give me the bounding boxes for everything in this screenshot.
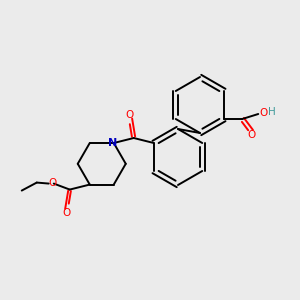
Text: N: N [108, 138, 117, 148]
Text: O: O [126, 110, 134, 120]
Text: H: H [268, 107, 276, 117]
Text: O: O [49, 178, 57, 188]
Text: O: O [247, 130, 255, 140]
Text: O: O [259, 108, 268, 118]
Text: O: O [63, 208, 71, 218]
